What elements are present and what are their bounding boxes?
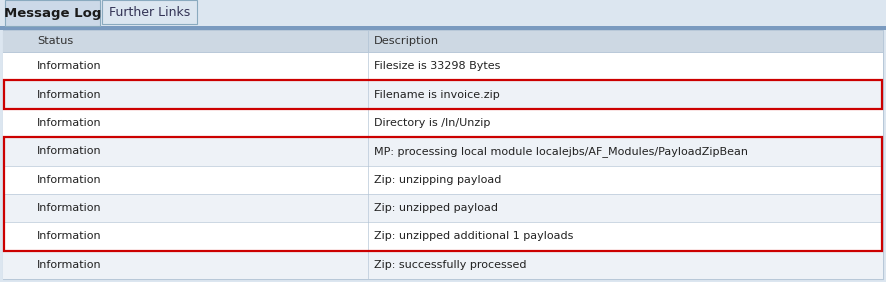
Bar — [3, 109, 883, 137]
Text: Zip: unzipped additional 1 payloads: Zip: unzipped additional 1 payloads — [374, 232, 573, 241]
Bar — [3, 194, 883, 222]
Text: Filename is invoice.zip: Filename is invoice.zip — [374, 90, 500, 100]
Text: Description: Description — [374, 36, 439, 46]
Bar — [3, 30, 883, 52]
Bar — [4, 137, 882, 251]
Text: Information: Information — [37, 175, 102, 185]
Bar — [5, 0, 100, 26]
Text: Information: Information — [37, 260, 102, 270]
Text: Directory is /In/Unzip: Directory is /In/Unzip — [374, 118, 491, 128]
Text: Information: Information — [37, 90, 102, 100]
Text: Further Links: Further Links — [109, 6, 190, 19]
Bar — [3, 222, 883, 251]
Bar — [3, 80, 883, 109]
Text: Zip: unzipping payload: Zip: unzipping payload — [374, 175, 501, 185]
Bar — [3, 251, 883, 279]
Bar — [3, 137, 883, 166]
Bar — [3, 52, 883, 80]
Text: Information: Information — [37, 232, 102, 241]
Text: Information: Information — [37, 118, 102, 128]
Bar — [0, 26, 886, 30]
Bar — [3, 166, 883, 194]
Text: Status: Status — [37, 36, 74, 46]
Bar — [3, 30, 883, 279]
Text: Zip: successfully processed: Zip: successfully processed — [374, 260, 526, 270]
Text: MP: processing local module localejbs/AF_Modules/PayloadZipBean: MP: processing local module localejbs/AF… — [374, 146, 748, 157]
Text: Information: Information — [37, 203, 102, 213]
Text: Message Log: Message Log — [4, 6, 101, 19]
Bar — [102, 0, 197, 24]
Text: Information: Information — [37, 146, 102, 156]
Text: Zip: unzipped payload: Zip: unzipped payload — [374, 203, 498, 213]
Text: Filesize is 33298 Bytes: Filesize is 33298 Bytes — [374, 61, 501, 71]
Text: Information: Information — [37, 61, 102, 71]
Bar — [4, 80, 882, 109]
